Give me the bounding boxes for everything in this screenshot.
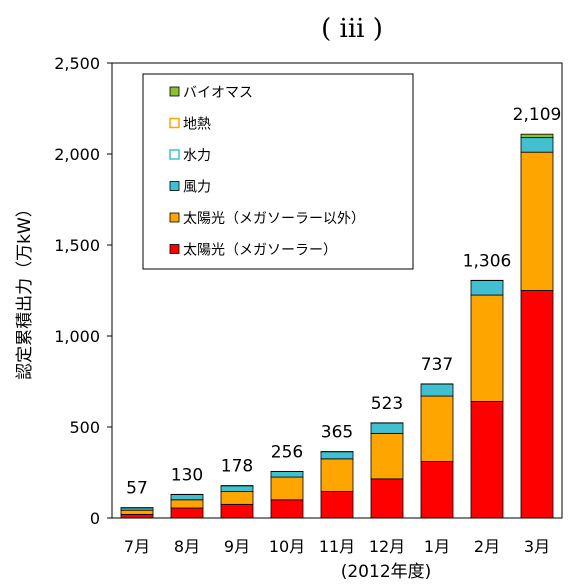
bar-segment <box>220 503 254 519</box>
total-label: 178 <box>221 457 253 477</box>
bar-segment <box>320 491 354 519</box>
legend-swatch <box>169 181 180 191</box>
x-tick-label: 12月 <box>369 537 405 556</box>
legend-swatch <box>169 117 180 129</box>
legend-label: 太陽光（メガソーラー以外） <box>183 211 365 227</box>
legend-label: 風力 <box>183 180 211 196</box>
x-tick-label: 3月 <box>524 537 550 556</box>
bar-segment <box>120 513 154 519</box>
bar-segment <box>270 499 304 519</box>
total-label: 1,306 <box>463 251 512 271</box>
bar-segment <box>420 395 454 462</box>
bar-segment <box>270 471 304 478</box>
x-axis-ticks: 7月 8月 9月 10月 11月 12月 1月 2月 3月 <box>124 537 550 556</box>
panel-label: ( iii ) <box>321 14 383 44</box>
bar-segment <box>520 151 554 291</box>
legend-label: 地熱 <box>183 117 211 133</box>
bar-segment <box>370 422 404 434</box>
x-tick-label: 8月 <box>174 537 200 556</box>
plot-area-frame <box>111 62 563 519</box>
total-labels-group: 57 130 178 256 365 523 737 1,306 2,109 <box>126 105 561 498</box>
bar-segment <box>520 290 554 519</box>
bar-segment <box>370 478 404 519</box>
legend-swatch <box>169 149 180 160</box>
legend-label: 水力 <box>183 148 211 164</box>
bar-segment <box>320 458 354 493</box>
total-label: 130 <box>171 465 203 485</box>
bar-segment <box>270 476 304 501</box>
bar-segment <box>470 401 504 519</box>
x-axis-title: (2012年度) <box>341 562 432 582</box>
legend-label: 太陽光（メガソーラー） <box>183 243 337 259</box>
y-tick-label: 1,500 <box>54 236 100 255</box>
total-label: 365 <box>321 423 353 443</box>
bar-segment <box>370 432 404 480</box>
x-tick-label: 7月 <box>124 537 150 556</box>
y-axis-title: 認定累積出力（万kW） <box>15 200 35 380</box>
x-tick-label: 11月 <box>319 537 355 556</box>
x-tick-label: 10月 <box>269 537 305 556</box>
bar-segment <box>520 137 554 153</box>
total-label: 2,109 <box>513 105 562 125</box>
y-tick-label: 2,000 <box>54 145 100 164</box>
y-axis-ticks: 0 500 1,000 1,500 2,000 2,500 <box>54 54 112 528</box>
legend-swatch <box>169 244 180 254</box>
x-tick-label: 9月 <box>224 537 250 556</box>
bar-segment <box>220 491 254 505</box>
bar-segment <box>320 451 354 460</box>
bar-segment <box>470 280 504 296</box>
total-label: 57 <box>126 479 148 499</box>
legend-swatch <box>169 212 180 223</box>
bar-segment <box>420 383 454 397</box>
bar-segment <box>520 133 554 139</box>
total-label: 737 <box>421 355 453 375</box>
x-tick-label: 1月 <box>424 537 450 556</box>
y-tick-label: 1,000 <box>54 327 100 346</box>
y-tick-label: 2,500 <box>54 54 100 73</box>
bar-segment <box>170 507 204 519</box>
legend-swatch <box>169 86 180 97</box>
x-tick-label: 2月 <box>474 537 500 556</box>
bar-segment <box>170 499 204 509</box>
bar-segment <box>170 494 204 501</box>
bar-segment <box>420 461 454 519</box>
bar-segment <box>470 294 504 402</box>
bars-group <box>120 133 554 519</box>
total-label: 523 <box>371 394 403 414</box>
legend-box <box>142 73 414 270</box>
y-tick-label: 0 <box>90 509 100 528</box>
total-label: 256 <box>271 442 303 462</box>
y-tick-label: 500 <box>69 418 100 437</box>
legend-label: バイオマス <box>183 85 253 101</box>
bar-segment <box>120 509 154 515</box>
bar-segment <box>220 485 254 493</box>
